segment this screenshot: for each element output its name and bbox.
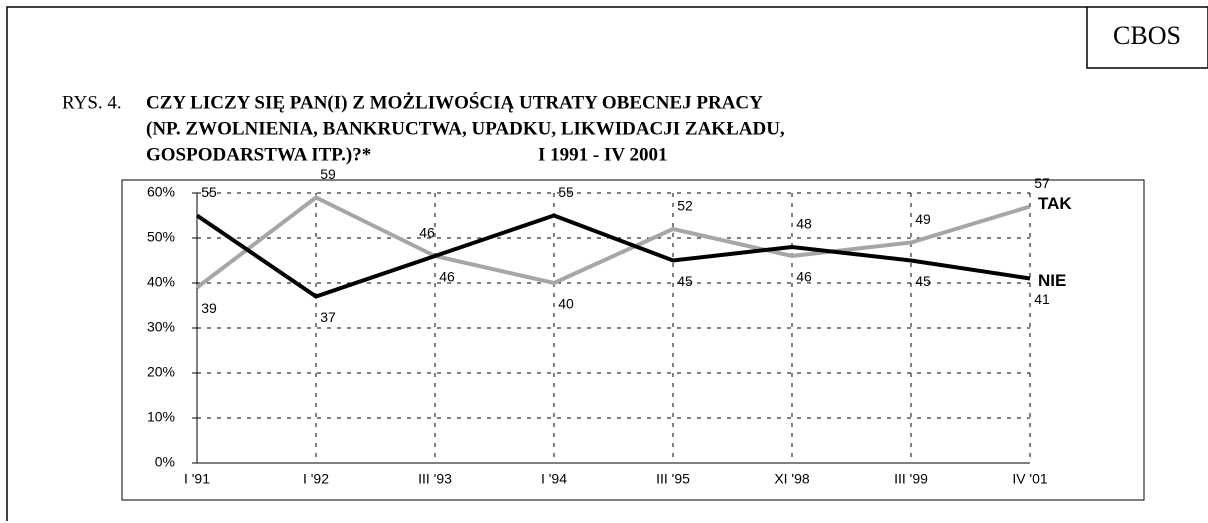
data-label: 49: [915, 211, 931, 227]
data-label: 52: [677, 198, 693, 214]
frame: [6, 6, 1087, 521]
data-label: 55: [558, 184, 574, 200]
y-tick-label: 0%: [155, 454, 175, 470]
title-line: GOSPODARSTWA ITP.)?*: [146, 144, 371, 165]
data-label: 55: [201, 184, 217, 200]
y-tick-label: 40%: [147, 274, 175, 290]
badge: CBOS: [1113, 21, 1181, 50]
title-line: (NP. ZWOLNIENIA, BANKRUCTWA, UPADKU, LIK…: [146, 118, 785, 139]
x-tick-label: I '91: [184, 471, 210, 487]
data-label: 45: [677, 273, 693, 289]
y-tick-label: 50%: [147, 229, 175, 245]
data-label: 37: [320, 309, 336, 325]
x-tick-label: III '99: [894, 471, 928, 487]
data-label: 59: [320, 166, 336, 182]
data-label: 40: [558, 296, 574, 312]
data-label: 57: [1034, 175, 1050, 191]
figure-label: RYS. 4.: [62, 92, 122, 113]
data-label: 39: [201, 300, 217, 316]
x-tick-label: I '94: [541, 471, 567, 487]
x-tick-label: III '93: [418, 471, 452, 487]
data-label: 46: [439, 269, 455, 285]
x-tick-label: IV '01: [1012, 471, 1048, 487]
data-label: 48: [796, 216, 812, 232]
x-tick-label: III '95: [656, 471, 690, 487]
data-label: 46: [419, 225, 435, 241]
y-tick-label: 20%: [147, 364, 175, 380]
data-label: 46: [796, 269, 812, 285]
series-name: NIE: [1038, 271, 1066, 290]
y-tick-label: 30%: [147, 319, 175, 335]
y-tick-label: 60%: [147, 184, 175, 200]
badge-box: [1086, 6, 1208, 69]
chart-box: [121, 179, 1145, 501]
series-line: [195, 213, 1031, 299]
data-label: 41: [1034, 291, 1050, 307]
x-tick-label: XI '98: [774, 471, 810, 487]
series-line: [195, 195, 1031, 290]
period: I 1991 - IV 2001: [538, 144, 668, 165]
title-line: CZY LICZY SIĘ PAN(I) Z MOŻLIWOŚCIĄ UTRAT…: [146, 91, 763, 113]
x-tick-label: I '92: [303, 471, 329, 487]
y-tick-label: 10%: [147, 409, 175, 425]
data-label: 45: [915, 273, 931, 289]
series-name: TAK: [1038, 194, 1072, 213]
